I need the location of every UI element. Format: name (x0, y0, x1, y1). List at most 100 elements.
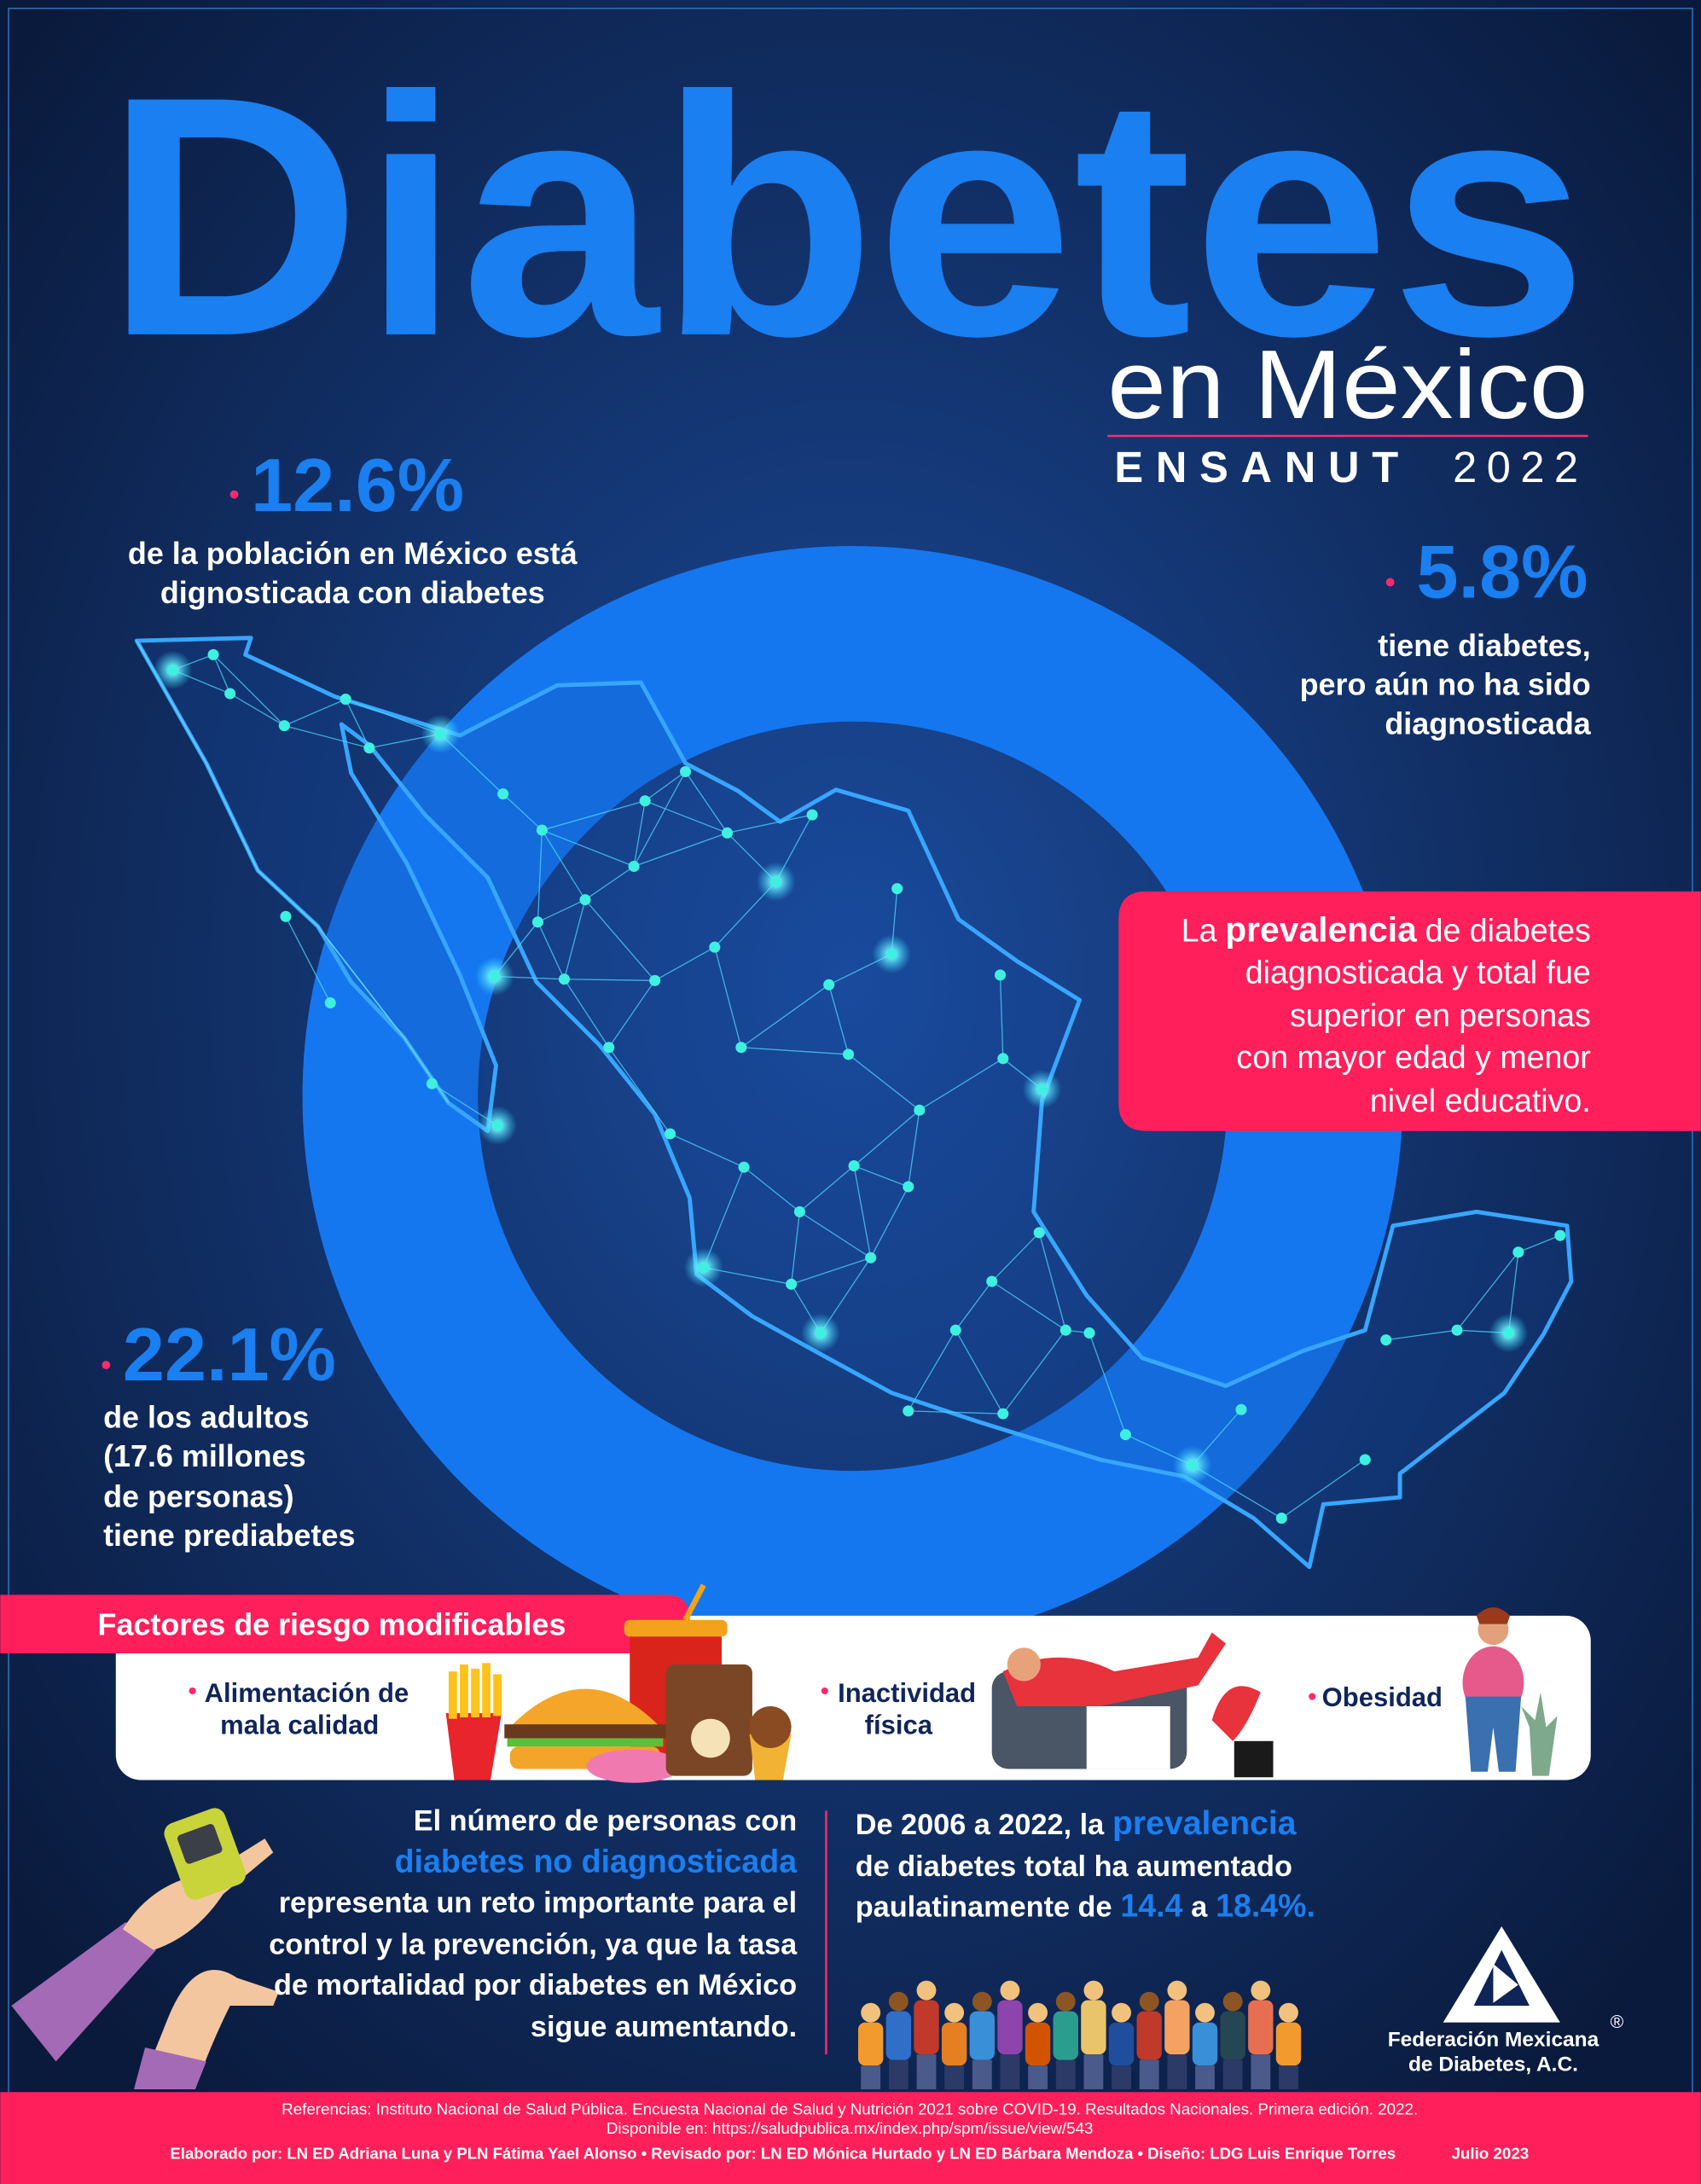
map-node (1036, 1083, 1048, 1095)
person-lying (1002, 1632, 1226, 1706)
person-legs (972, 2059, 992, 2089)
person-head (1112, 2002, 1131, 2023)
map-outline (134, 636, 1574, 1570)
map-node (1059, 1324, 1071, 1336)
plant-pot (1234, 1740, 1274, 1778)
map-node (639, 795, 651, 807)
map-link (853, 1109, 920, 1167)
person-legs (1195, 2065, 1215, 2089)
map-node (536, 824, 548, 836)
highlight-text: nivel educativo. (1370, 1083, 1591, 1118)
map-link (644, 800, 728, 834)
map-link (743, 1166, 800, 1212)
map-node (1512, 1246, 1524, 1258)
map-node (738, 1161, 750, 1173)
map-link (633, 800, 646, 867)
map-node (1083, 1327, 1095, 1339)
person-head (888, 1991, 909, 2012)
person-body (997, 2000, 1023, 2055)
map-node (848, 1160, 860, 1172)
risk-item: mala calidad (220, 1711, 379, 1740)
person-body (857, 2022, 884, 2066)
person-body (1220, 2011, 1245, 2060)
bullet (1385, 578, 1395, 587)
person-body (1136, 2011, 1162, 2060)
map-node (426, 1077, 438, 1089)
map-node (434, 728, 446, 740)
person-body (1053, 2011, 1078, 2060)
straw (682, 1583, 706, 1622)
map-link (791, 1257, 871, 1285)
person-body (885, 2011, 912, 2060)
body-text: de mortalidad por diabetes en México (274, 1969, 797, 2001)
map-link (740, 984, 830, 1048)
map-node (1380, 1334, 1392, 1346)
map-node (1119, 1429, 1131, 1441)
map-link (908, 1329, 956, 1412)
map-link (285, 915, 331, 1003)
drink-lid (624, 1619, 728, 1637)
person-legs (888, 2059, 909, 2089)
map-link (1002, 1329, 1066, 1414)
body-text: paulatinamente de 14.4 a 18.4%. (856, 1888, 1315, 1924)
person-head (1251, 1980, 1271, 2001)
map-node (628, 860, 640, 873)
map-link (727, 814, 813, 834)
sleeve (11, 1922, 157, 2062)
map-link (584, 865, 635, 901)
person-legs (1112, 2065, 1131, 2089)
body-text: representa un reto importante para el (279, 1887, 797, 1920)
map-node (949, 1324, 961, 1336)
trend-to: 18.4%. (1216, 1888, 1315, 1924)
person-body (1081, 2000, 1106, 2055)
person-legs (1167, 2054, 1187, 2089)
map-node (1187, 1460, 1199, 1472)
person-head (1000, 1980, 1020, 2001)
map-link (502, 793, 543, 831)
map-link (284, 724, 370, 749)
logo: Federación Mexicana de Diabetes, A.C. ® (1388, 1926, 1624, 2077)
map-link (991, 1232, 1040, 1282)
map-link (1280, 1459, 1366, 1519)
highlight-rest: de diabetes (1425, 913, 1591, 949)
map-node (1554, 1229, 1566, 1241)
map-node (885, 948, 897, 960)
person-head (1167, 1980, 1187, 2001)
map-link (212, 654, 231, 694)
obesity-illustration (1462, 1607, 1558, 1776)
map-node (1451, 1324, 1463, 1336)
highlight-keyword: prevalencia (1225, 910, 1417, 950)
map-node (280, 910, 292, 922)
footer-credits: Elaborado por: LN ED Adriana Luna y PLN … (170, 2145, 1396, 2163)
risk-item: Obesidad (1322, 1682, 1443, 1712)
plant-leaves (1211, 1686, 1261, 1741)
map-link (1038, 1232, 1066, 1331)
map-node (721, 827, 734, 839)
stat-text: de los adultos (103, 1399, 309, 1434)
logo-registered: ® (1611, 2013, 1624, 2032)
map-node (1502, 1327, 1514, 1339)
plant (1521, 1692, 1558, 1776)
highlight-lead: La (1181, 913, 1217, 949)
person-body (1025, 2022, 1051, 2066)
footer-references: Referencias: Instituto Nacional de Salud… (282, 2100, 1418, 2117)
map-link (908, 1110, 920, 1188)
stat-text: tiene diabetes, (1378, 628, 1590, 663)
map-node (843, 1048, 855, 1060)
map-node (698, 1262, 710, 1274)
logo-text: Federación Mexicana (1388, 2028, 1599, 2051)
stat-value: 12.6% (251, 443, 464, 527)
map-link (684, 771, 729, 834)
muffin-top (749, 1706, 792, 1748)
map-node (491, 1119, 503, 1131)
burger-patty (504, 1724, 666, 1739)
map-link (537, 921, 566, 980)
map-node (680, 765, 692, 778)
muffin (749, 1734, 792, 1780)
trend-connector: a (1191, 1891, 1208, 1924)
map-link (714, 947, 742, 1048)
person-legs (1222, 2059, 1243, 2089)
body-text: control y la prevención, ya que la tasa (269, 1929, 798, 1961)
